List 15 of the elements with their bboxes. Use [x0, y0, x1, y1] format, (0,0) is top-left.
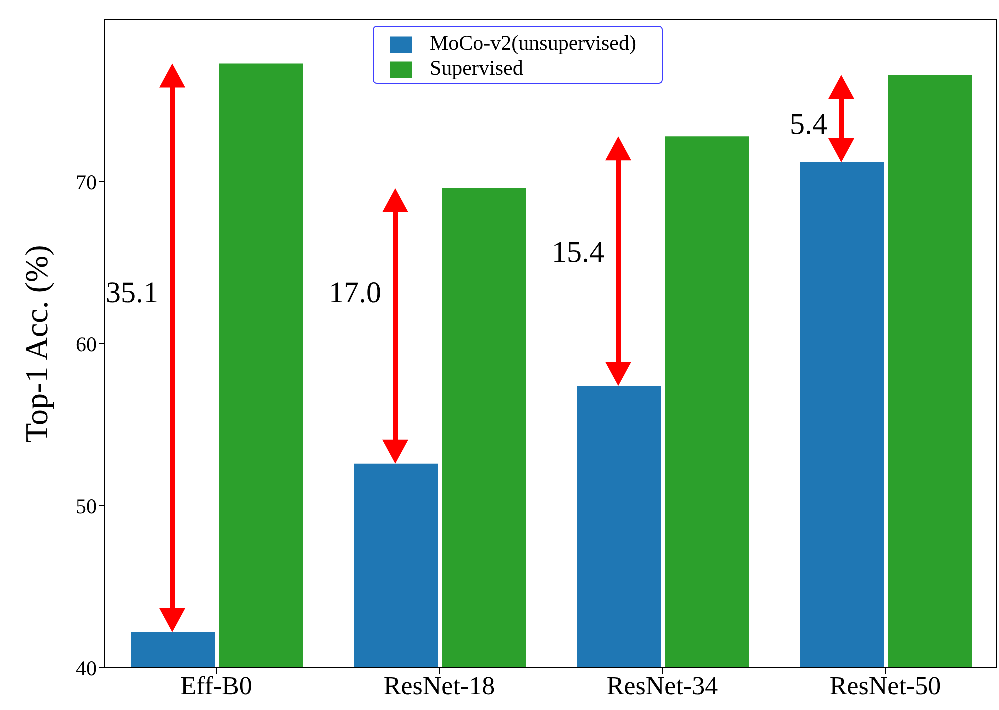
- x-tick-label: Eff-B0: [180, 671, 252, 700]
- annotation: 15.4: [552, 236, 604, 269]
- y-tick-label: 40: [76, 656, 97, 680]
- annotation: 35.1: [106, 276, 158, 310]
- y-axis-title: Top-1 Acc. (%): [18, 245, 54, 443]
- x-tick-label: ResNet-50: [830, 671, 942, 700]
- y-tick-label: 60: [76, 332, 97, 356]
- annotation: 17.0: [329, 276, 382, 310]
- legend-label: Supervised: [430, 56, 524, 80]
- annotation: 5.4: [790, 108, 828, 141]
- x-tick-label: ResNet-18: [384, 671, 496, 700]
- y-tick-label: 50: [76, 494, 97, 518]
- x-tick-label: ResNet-34: [606, 671, 718, 700]
- legend-label: MoCo-v2(unsupervised): [430, 31, 636, 55]
- y-tick-label: 70: [76, 170, 97, 194]
